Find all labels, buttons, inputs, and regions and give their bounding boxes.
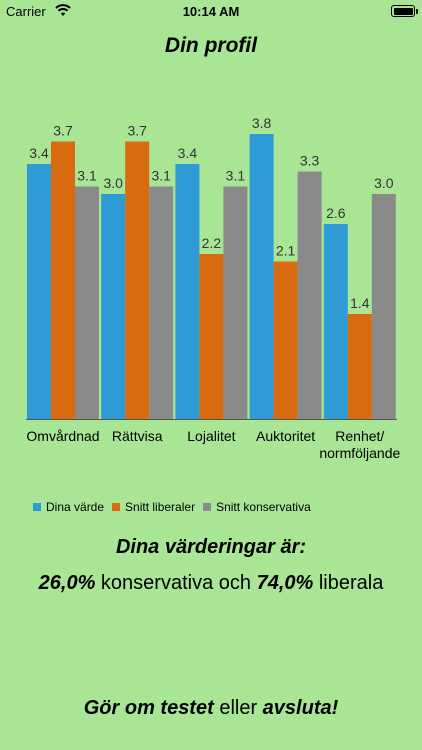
- legend-swatch: [203, 503, 212, 511]
- value-label: 3.7: [127, 123, 147, 139]
- value-label: 2.6: [326, 205, 346, 221]
- quit-link[interactable]: avsluta!: [262, 697, 339, 719]
- result-heading: Dina värderingar är:: [115, 536, 307, 558]
- value-label: 3.0: [103, 175, 123, 191]
- bar-2-4: [273, 261, 298, 419]
- battery-icon: [391, 5, 415, 17]
- legend-label: Snitt liberaler: [125, 500, 196, 514]
- legend-item: Snitt konservativa: [203, 500, 311, 514]
- bar-2-2: [125, 141, 150, 419]
- value-label: 1.4: [350, 295, 370, 311]
- status-bar: Carrier 10:14 AM: [0, 0, 422, 22]
- category-label: Renhet/: [335, 428, 384, 444]
- result-summary: 26,0% konservativa och 74,0% liberala: [0, 572, 422, 595]
- footer-actions: Gör om testet eller avsluta!: [0, 697, 422, 720]
- bar-1-5: [323, 224, 348, 419]
- category-label: Auktoritet: [256, 428, 315, 444]
- bar-1-2: [101, 194, 126, 419]
- legend-swatch: [112, 503, 121, 511]
- bar-2-1: [51, 141, 75, 419]
- legend-label: Snitt konservativa: [216, 500, 311, 514]
- value-label: 3.1: [77, 168, 97, 184]
- value-label: 3.0: [374, 175, 394, 191]
- legend-item: Dina värde: [33, 500, 104, 514]
- liberal-label: liberala: [313, 572, 384, 594]
- value-label: 2.1: [276, 243, 296, 259]
- bar-2-5: [347, 314, 372, 419]
- bar-1-3: [175, 164, 200, 419]
- battery-tip: [416, 9, 418, 14]
- bar-3-3: [223, 186, 248, 419]
- bar-3-4: [297, 171, 322, 419]
- value-label: 3.4: [29, 145, 49, 161]
- legend-swatch: [33, 503, 41, 511]
- category-label: Rättvisa: [112, 428, 163, 444]
- page-title: Din profil: [164, 34, 258, 57]
- bar-3-1: [75, 186, 99, 419]
- category-label: Omvårdnad: [26, 428, 99, 444]
- bar-1-1: [27, 164, 51, 419]
- chart-legend: Dina värde Snitt liberaler Snitt konservat…: [33, 500, 319, 514]
- category-label: Lojalitet: [187, 428, 235, 444]
- legend-label: Dina värde: [46, 500, 105, 514]
- status-time: 10:14 AM: [182, 4, 240, 19]
- wifi-icon: [55, 4, 71, 16]
- footer-or-text: eller: [213, 697, 263, 719]
- bar-chart: 3.43.73.1Omvårdnad3.03.73.1Rättvisa3.42.…: [26, 115, 400, 461]
- value-label: 3.1: [151, 168, 171, 184]
- bar-3-5: [371, 194, 396, 419]
- value-label: 3.4: [178, 145, 198, 161]
- liberal-percent: 74,0%: [256, 572, 314, 594]
- value-label: 2.2: [202, 235, 222, 251]
- carrier-label: Carrier: [6, 4, 46, 19]
- conservative-percent: 26,0%: [38, 572, 96, 594]
- bar-1-4: [249, 134, 274, 419]
- conservative-label: konservativa och: [95, 572, 257, 594]
- bar-3-2: [149, 186, 174, 419]
- category-label: normföljande: [319, 445, 400, 461]
- value-label: 3.3: [300, 153, 320, 169]
- value-label: 3.8: [252, 115, 272, 131]
- retake-test-link[interactable]: Gör om testet: [83, 697, 214, 719]
- value-label: 3.7: [53, 123, 73, 139]
- value-label: 3.1: [226, 168, 246, 184]
- legend-item: Snitt liberaler: [112, 500, 195, 514]
- bar-2-3: [199, 254, 224, 419]
